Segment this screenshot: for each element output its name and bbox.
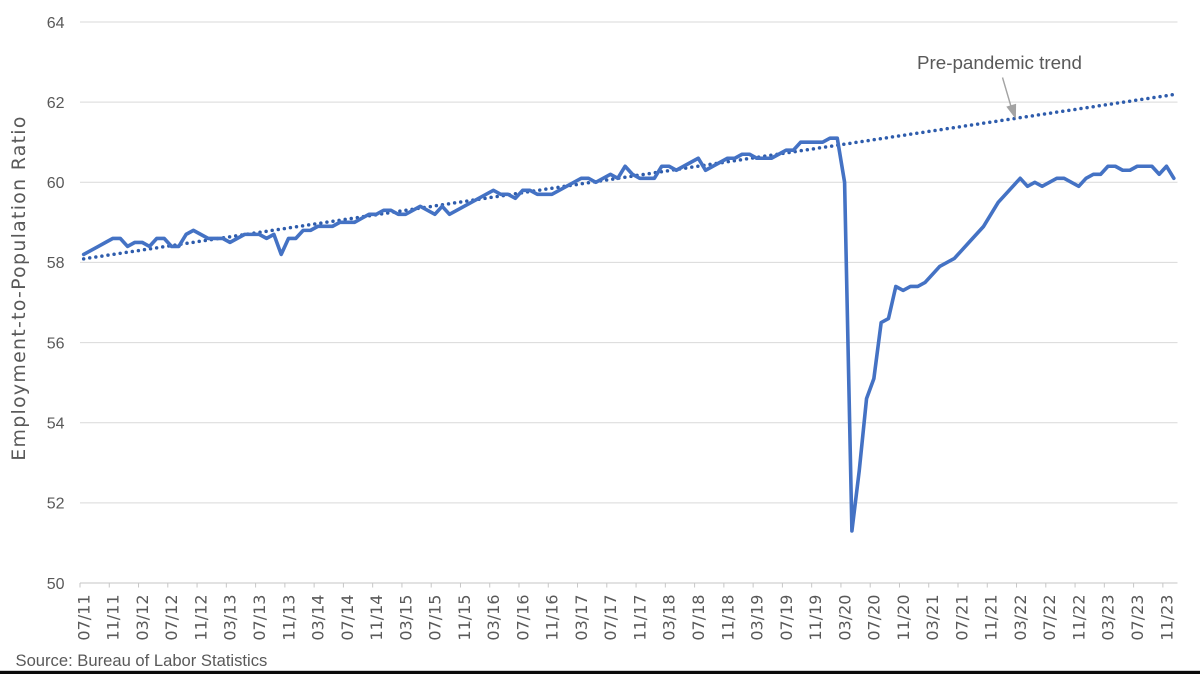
x-tick-label-07-12: 07/12 — [162, 595, 181, 641]
x-tick-label-03-20: 03/20 — [835, 595, 854, 641]
x-tick-label-03-13: 03/13 — [221, 595, 240, 641]
x-tick-label-07-22: 07/22 — [1040, 595, 1059, 641]
x-tick-label-11-21: 11/21 — [982, 595, 1001, 641]
x-tick-label-03-14: 03/14 — [309, 595, 328, 641]
x-tick-label-11-15: 11/15 — [455, 595, 474, 641]
x-tick-label-11-13: 11/13 — [279, 595, 298, 641]
x-tick-label-07-20: 07/20 — [865, 595, 884, 641]
trend-dotted-line — [81, 92, 1176, 261]
x-tick-label-03-21: 03/21 — [923, 595, 942, 641]
x-tick-label-11-18: 11/18 — [718, 595, 737, 641]
x-axis-labels: 07/11 11/11 03/12 07/12 11/12 03/13 07/13 11/13… — [74, 595, 1176, 641]
x-tick-label-07-11: 07/11 — [74, 595, 93, 641]
x-tick-label-03-15: 03/15 — [396, 595, 415, 641]
trend-annotation: Pre-pandemic trend — [917, 52, 1082, 120]
x-tick-label-07-15: 07/15 — [426, 595, 445, 641]
x-tick-label-07-14: 07/14 — [338, 595, 357, 641]
x-tick-label-11-11: 11/11 — [104, 595, 123, 641]
y-tick-label-56: 56 — [47, 335, 65, 352]
annotation-arrowhead — [1006, 103, 1017, 120]
x-tick-label-11-23: 11/23 — [1157, 595, 1176, 641]
y-axis-labels: 50 52 54 56 58 60 62 64 — [47, 15, 65, 593]
x-tick-label-07-19: 07/19 — [777, 595, 796, 641]
y-tick-label-64: 64 — [47, 15, 65, 32]
gridlines — [80, 21, 1178, 584]
trend-annotation-label: Pre-pandemic trend — [917, 52, 1082, 73]
x-tick-label-07-21: 07/21 — [952, 595, 971, 641]
x-tick-label-11-22: 11/22 — [1069, 595, 1088, 641]
x-tick-label-03-12: 03/12 — [133, 595, 152, 641]
source-note: Source: Bureau of Labor Statistics — [16, 651, 268, 670]
x-tick-label-07-18: 07/18 — [689, 595, 708, 641]
x-tick-label-11-20: 11/20 — [894, 595, 913, 641]
employment-ratio-line — [81, 136, 1176, 533]
y-tick-label-52: 52 — [47, 496, 65, 513]
y-tick-label-58: 58 — [47, 255, 65, 272]
x-tick-label-11-12: 11/12 — [191, 595, 210, 641]
x-tick-label-11-14: 11/14 — [367, 595, 386, 641]
y-tick-label-62: 62 — [47, 95, 65, 112]
x-tick-label-03-23: 03/23 — [1099, 595, 1118, 641]
x-tick-label-07-16: 07/16 — [513, 595, 532, 641]
x-tick-label-03-19: 03/19 — [748, 595, 767, 641]
annotation-arrow-line — [1001, 77, 1013, 111]
x-axis-ticks — [79, 583, 1164, 588]
x-tick-label-03-17: 03/17 — [572, 595, 591, 641]
x-tick-label-11-19: 11/19 — [806, 595, 825, 641]
x-tick-label-03-18: 03/18 — [660, 595, 679, 641]
x-tick-label-11-17: 11/17 — [630, 595, 649, 641]
y-tick-label-54: 54 — [47, 415, 65, 432]
footer-bar — [0, 670, 1200, 674]
y-tick-label-50: 50 — [47, 576, 65, 593]
x-tick-label-11-16: 11/16 — [543, 595, 562, 641]
x-tick-label-07-17: 07/17 — [601, 595, 620, 641]
x-tick-label-07-13: 07/13 — [250, 595, 269, 641]
y-axis-title: Employment-to-Population Ratio — [8, 115, 30, 460]
y-tick-label-60: 60 — [47, 175, 65, 192]
x-tick-label-03-22: 03/22 — [1011, 595, 1030, 641]
x-tick-label-03-16: 03/16 — [484, 595, 503, 641]
x-tick-label-07-23: 07/23 — [1128, 595, 1147, 641]
